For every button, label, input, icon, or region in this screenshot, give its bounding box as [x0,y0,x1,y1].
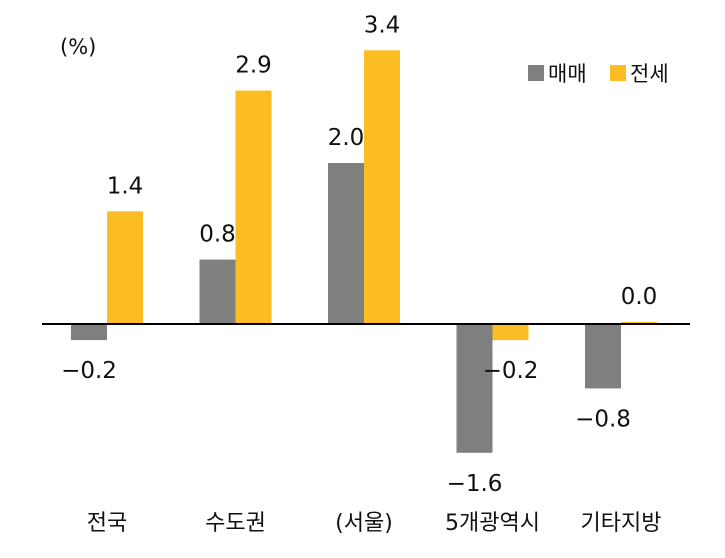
data-label-jeonse: −0.2 [483,358,539,384]
value-labels-group: −0.2 1.4 0.8 2.9 2.0 3.4 −1.6 −0.2 −0.8 0.0 [61,12,658,497]
category-labels-group: 전국 수도권 (서울) 5개광역시 기타지방 [87,511,662,536]
legend-swatch-jeonse [610,65,626,81]
data-label-jeonse: 1.4 [107,173,144,199]
legend-swatch-sale [528,65,544,81]
bar-sale [71,324,107,341]
bar-sale [456,324,493,453]
legend-label-jeonse: 전세 [630,62,669,86]
data-label-sale: −0.2 [61,358,117,384]
bars-group [71,50,657,453]
data-label-sale: 2.0 [328,125,365,151]
category-label: 기타지방 [581,511,662,536]
bar-jeonse [235,90,272,324]
data-label-sale: −0.8 [575,406,631,432]
category-label: (서울) [335,511,393,536]
bar-sale [199,259,236,324]
data-label-sale: −1.6 [447,471,503,497]
category-label: 5개광역시 [445,511,540,536]
data-label-jeonse: 2.9 [235,53,272,79]
legend-label-sale: 매매 [548,62,587,86]
bar-sale [328,163,364,324]
data-label-sale: 0.8 [199,222,236,248]
bar-jeonse [364,50,400,325]
bar-jeonse [492,324,529,341]
unit-label: (%) [60,35,96,59]
data-label-jeonse: 3.4 [364,12,401,38]
bar-jeonse [107,211,143,324]
category-label: 수도권 [205,511,266,536]
bar-sale [585,324,621,389]
data-label-jeonse: 0.0 [621,284,658,310]
category-label: 전국 [87,511,127,536]
legend: 매매 전세 [528,62,669,86]
